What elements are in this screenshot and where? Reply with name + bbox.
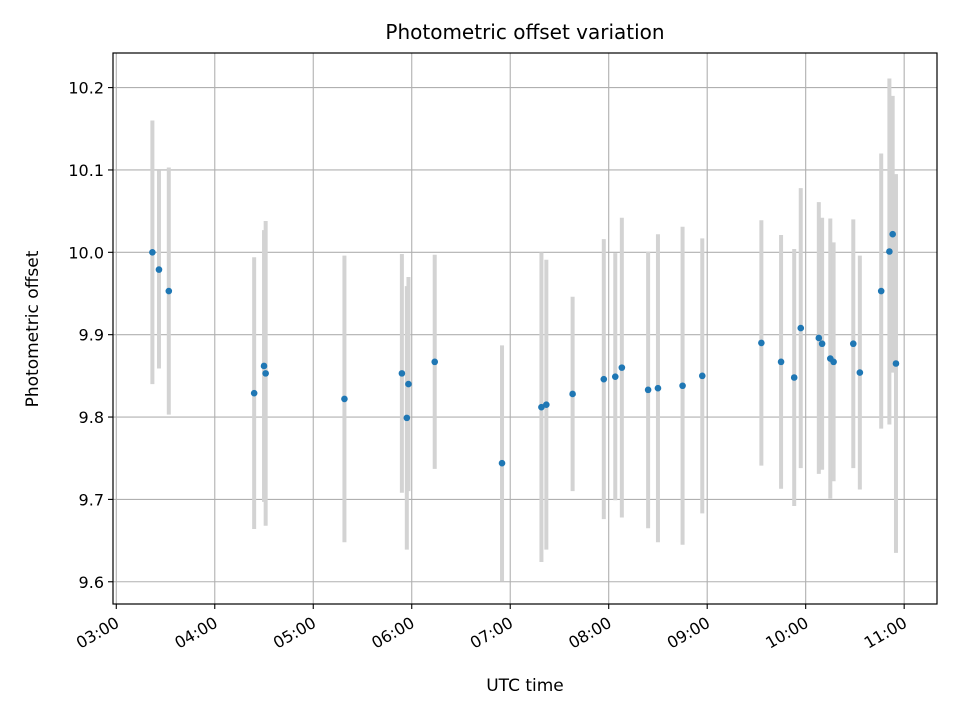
- data-point: [498, 459, 506, 467]
- data-point: [165, 287, 173, 295]
- y-tick-label: 9.7: [79, 490, 104, 509]
- data-point: [790, 374, 798, 381]
- data-point: [618, 364, 626, 371]
- data-point: [262, 370, 269, 377]
- data-point: [777, 358, 785, 366]
- plot-area-frame: [112, 52, 938, 605]
- data-point: [892, 360, 900, 367]
- y-tick-label: 9.9: [79, 326, 104, 345]
- y-tick-label: 10.0: [68, 243, 104, 262]
- data-point: [654, 384, 662, 392]
- data-point: [405, 380, 412, 388]
- data-point: [797, 324, 805, 332]
- y-tick-label: 10.1: [68, 161, 104, 180]
- y-tick-label: 9.6: [79, 573, 104, 592]
- data-point: [431, 358, 439, 366]
- data-point: [538, 403, 545, 411]
- data-point: [260, 362, 268, 370]
- data-point: [856, 369, 864, 376]
- data-point: [149, 249, 156, 256]
- data-point: [341, 395, 348, 403]
- data-point: [889, 230, 896, 238]
- data-point: [155, 266, 163, 273]
- data-point: [569, 390, 576, 398]
- data-point: [403, 414, 411, 422]
- data-point: [830, 358, 837, 366]
- data-point: [644, 386, 652, 394]
- data-point: [600, 375, 608, 383]
- data-point: [849, 340, 857, 348]
- data-point: [398, 370, 406, 377]
- data-point: [758, 339, 765, 347]
- x-axis-title: UTC time: [486, 676, 564, 696]
- data-point: [543, 401, 550, 408]
- data-point: [250, 389, 258, 397]
- y-axis-ticks: 9.6 9.7 9.8 9.9 10.0 10.1 10.2: [68, 79, 113, 592]
- chart-title: Photometric offset variation: [385, 20, 664, 44]
- data-point: [611, 373, 619, 380]
- data-points: [149, 230, 900, 467]
- data-point: [815, 334, 823, 342]
- y-tick-label: 10.2: [68, 79, 104, 98]
- y-tick-label: 9.8: [79, 408, 104, 427]
- data-point: [818, 340, 826, 348]
- data-point: [698, 372, 706, 380]
- y-axis-title: Photometric offset: [23, 250, 43, 407]
- data-point: [886, 248, 893, 255]
- data-point: [877, 287, 885, 295]
- data-point: [679, 382, 686, 390]
